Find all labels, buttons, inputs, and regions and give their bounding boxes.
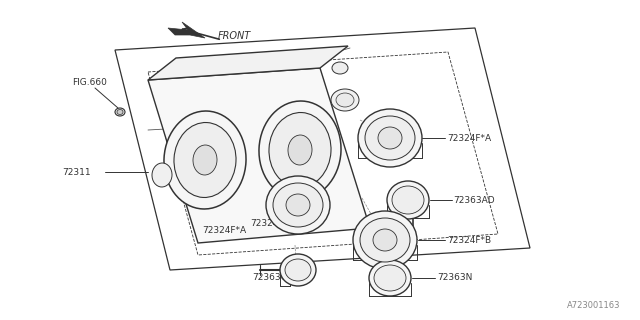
Ellipse shape xyxy=(358,109,422,167)
Ellipse shape xyxy=(273,183,323,227)
Ellipse shape xyxy=(285,259,311,281)
Polygon shape xyxy=(168,22,205,38)
Text: 72363N: 72363N xyxy=(437,274,472,283)
Text: 72324F*A: 72324F*A xyxy=(447,133,491,142)
Text: A723001163: A723001163 xyxy=(566,301,620,310)
Ellipse shape xyxy=(387,181,429,219)
Text: 72363C: 72363C xyxy=(252,274,287,283)
Ellipse shape xyxy=(280,254,316,286)
Text: 72324F*B: 72324F*B xyxy=(447,236,491,244)
Ellipse shape xyxy=(373,229,397,251)
Polygon shape xyxy=(148,46,348,80)
Text: 72311: 72311 xyxy=(62,167,91,177)
Ellipse shape xyxy=(331,89,359,111)
Ellipse shape xyxy=(269,113,331,188)
Ellipse shape xyxy=(374,265,406,291)
Ellipse shape xyxy=(259,101,341,199)
Text: FRONT: FRONT xyxy=(218,31,252,41)
Ellipse shape xyxy=(336,93,354,107)
Text: 72324F*A: 72324F*A xyxy=(250,219,294,228)
Text: 72363AD: 72363AD xyxy=(453,196,495,204)
Ellipse shape xyxy=(288,135,312,165)
Ellipse shape xyxy=(353,211,417,269)
Text: FIG.660: FIG.660 xyxy=(72,77,107,86)
Polygon shape xyxy=(148,52,498,255)
Ellipse shape xyxy=(360,218,410,262)
Polygon shape xyxy=(148,68,370,243)
Text: 72324F*A: 72324F*A xyxy=(202,226,246,235)
Ellipse shape xyxy=(332,62,348,74)
Ellipse shape xyxy=(193,145,217,175)
Polygon shape xyxy=(115,28,530,270)
Ellipse shape xyxy=(378,127,402,149)
Ellipse shape xyxy=(369,260,411,296)
Ellipse shape xyxy=(365,116,415,160)
Ellipse shape xyxy=(117,109,123,115)
Ellipse shape xyxy=(164,111,246,209)
Ellipse shape xyxy=(174,123,236,197)
Ellipse shape xyxy=(152,163,172,187)
Ellipse shape xyxy=(286,194,310,216)
Ellipse shape xyxy=(392,186,424,214)
Ellipse shape xyxy=(266,176,330,234)
Ellipse shape xyxy=(115,108,125,116)
